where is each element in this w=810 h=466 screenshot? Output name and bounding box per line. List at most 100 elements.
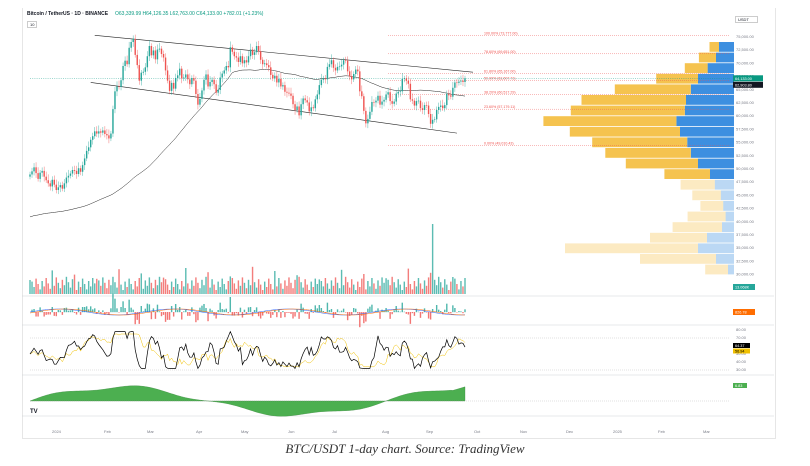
volume-bar — [282, 288, 284, 294]
ohlc-readout: O63,339.99 H64,126.35 L62,763.00 C64,133… — [115, 11, 264, 17]
macd-histogram-bar — [227, 312, 229, 314]
volume-profile-sell-bar — [723, 201, 734, 211]
candle-body — [144, 67, 147, 72]
candle-body — [450, 95, 452, 97]
macd-histogram-bar — [120, 307, 122, 313]
volume-bar — [128, 278, 130, 294]
candle-body — [413, 100, 416, 106]
candle-body — [369, 111, 371, 119]
interval-badge[interactable]: 10 — [27, 21, 38, 28]
x-tick-label: Oct — [474, 429, 481, 434]
candle-body — [290, 93, 292, 96]
symbol-title[interactable]: Bitcoin / TetherUS · 1D · BINANCE — [27, 11, 109, 17]
macd-histogram-bar — [33, 309, 35, 313]
candle-body — [81, 165, 84, 172]
macd-histogram-bar — [363, 312, 365, 324]
volume-bar — [292, 288, 294, 294]
macd-histogram-bar — [266, 312, 268, 314]
macd-histogram-bar — [371, 304, 373, 313]
volume-bar — [367, 281, 369, 294]
candle-body — [284, 85, 286, 92]
macd-histogram-bar — [257, 312, 260, 317]
macd-histogram-bar — [87, 309, 90, 313]
volume-profile-buy-bar — [672, 222, 722, 232]
macd-histogram-bar — [270, 312, 272, 318]
volume-profile-buy-bar — [605, 148, 691, 158]
candle-body — [306, 100, 308, 103]
volume-bar — [363, 274, 365, 294]
volume-profile-buy-bar — [684, 63, 708, 73]
last-price-badge — [733, 75, 763, 82]
volume-bar — [393, 282, 395, 294]
macd-histogram-bar — [379, 312, 381, 319]
macd-histogram-bar — [425, 312, 428, 313]
x-tick-label: 2025 — [613, 429, 623, 434]
candle-body — [55, 184, 58, 190]
volume-bar — [448, 290, 450, 294]
macd-histogram-bar — [448, 312, 450, 314]
candle-body — [427, 105, 430, 114]
macd-histogram-bar — [96, 312, 98, 314]
macd-histogram-bar — [31, 309, 33, 313]
macd-histogram-bar — [199, 307, 201, 313]
volume-bar — [118, 269, 120, 294]
volume-profile-buy-bar — [625, 158, 698, 169]
macd-histogram-bar — [268, 312, 270, 314]
candle-body — [401, 78, 403, 92]
candle-body — [79, 168, 82, 172]
macd-badge-label: 826.78 — [735, 311, 747, 315]
volume-bar — [47, 283, 49, 294]
macd-line — [29, 308, 466, 316]
candle-body — [363, 96, 365, 111]
volume-profile-sell-bar — [687, 137, 734, 148]
volume-profile-buy-bar — [700, 201, 724, 211]
candle-body — [444, 105, 446, 109]
candle-body — [205, 74, 207, 80]
candle-body — [318, 85, 321, 95]
macd-histogram-bar — [415, 308, 418, 313]
volume-bar — [334, 277, 337, 294]
candle-body — [124, 60, 126, 66]
volume-bar — [387, 279, 389, 294]
candle-body — [448, 94, 450, 96]
volume-bar — [172, 287, 175, 294]
volume-bar — [140, 273, 142, 294]
candle-body — [280, 78, 282, 87]
candle-body — [322, 78, 325, 80]
candle-body — [174, 78, 177, 89]
volume-bar — [193, 285, 195, 294]
candle-body — [365, 110, 367, 124]
currency-button[interactable]: USDT — [735, 16, 758, 23]
volume-bar — [223, 284, 225, 294]
volume-bar — [92, 278, 94, 294]
volume-bar — [160, 282, 163, 294]
volume-bar — [132, 289, 134, 294]
macd-histogram-bar — [183, 311, 185, 313]
candle-body — [37, 173, 39, 179]
volume-bar — [450, 281, 452, 294]
macd-histogram-bar — [332, 312, 335, 318]
candle-body — [357, 69, 359, 72]
candle-body — [409, 83, 412, 100]
candle-body — [225, 66, 227, 71]
volume-profile-buy-bar — [656, 73, 698, 84]
candle-body — [300, 104, 302, 116]
volume-bar — [310, 281, 312, 294]
volume-bar — [377, 280, 379, 294]
candle-body — [100, 131, 102, 133]
macd-histogram-bar — [100, 312, 102, 314]
candle-body — [371, 102, 373, 112]
volume-bar — [126, 287, 128, 294]
macd-histogram-bar — [282, 311, 284, 313]
candle-body — [385, 94, 387, 100]
volume-bar — [148, 277, 151, 294]
volume-bar — [316, 284, 319, 294]
macd-histogram-bar — [411, 312, 414, 314]
candle-body — [199, 98, 201, 105]
volume-bar — [286, 285, 288, 294]
macd-histogram-bar — [300, 303, 302, 313]
candle-body — [142, 71, 145, 73]
volume-bar — [407, 268, 410, 294]
volume-bar — [355, 290, 357, 294]
